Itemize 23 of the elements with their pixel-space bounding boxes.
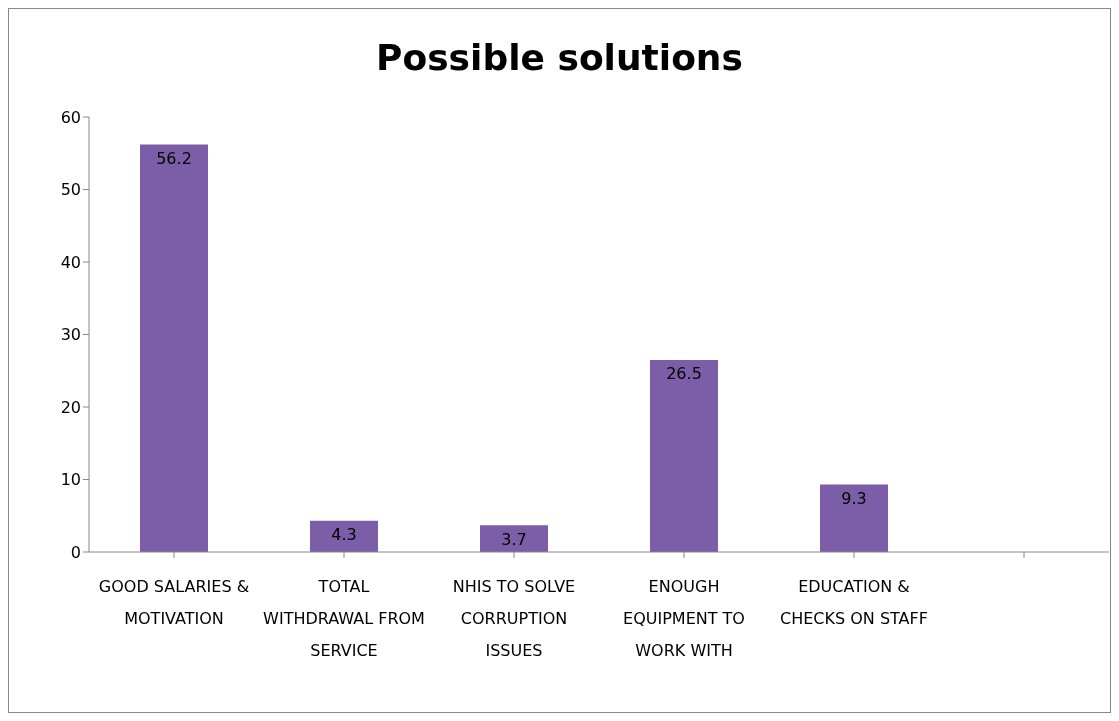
data-label: 3.7 <box>501 529 527 549</box>
bar <box>140 144 208 552</box>
y-tick-label: 0 <box>70 542 81 562</box>
x-tick-label: EDUCATION & CHECKS ON STAFF <box>780 577 928 628</box>
x-tick-label: NHIS TO SOLVE CORRUPTION ISSUES <box>452 577 576 660</box>
data-label: 9.3 <box>841 488 867 508</box>
y-tick-label: 20 <box>60 397 81 417</box>
data-label: 26.5 <box>666 364 702 384</box>
y-tick-label: 40 <box>60 252 81 272</box>
x-tick-label: GOOD SALARIES & MOTIVATION <box>98 577 250 628</box>
bar <box>480 525 548 552</box>
bar <box>820 484 888 552</box>
x-tick-label: TOTAL WITHDRAWAL FROM SERVICE <box>263 577 425 660</box>
bar <box>310 520 378 552</box>
x-tick-label: ENOUGH EQUIPMENT TO WORK WITH <box>623 577 745 660</box>
bar <box>650 359 718 552</box>
data-label: 56.2 <box>156 148 192 168</box>
y-tick-label: 30 <box>60 325 81 345</box>
y-tick-label: 10 <box>60 470 81 490</box>
y-tick-label: 50 <box>60 180 81 200</box>
chart-title: Possible solutions <box>375 37 744 80</box>
data-label: 4.3 <box>331 525 357 545</box>
y-tick-label: 60 <box>60 107 81 127</box>
